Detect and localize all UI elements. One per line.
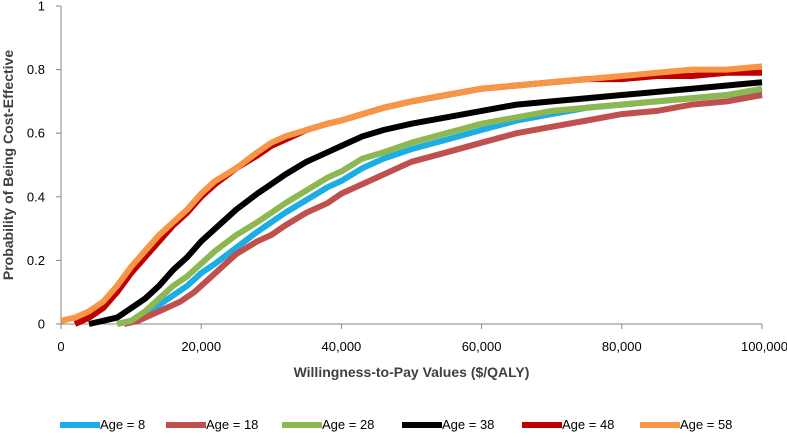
series-line-6 (60, 63, 763, 324)
y-tick-label: 0 (38, 317, 45, 332)
legend-label: Age = 48 (562, 417, 614, 432)
x-tick-label: 100,000 (741, 339, 787, 354)
series-lines (60, 63, 763, 327)
plot-area (60, 6, 762, 325)
legend-label: Age = 38 (442, 417, 494, 432)
y-tick-label: 0.8 (27, 62, 45, 77)
y-tick-label: 0.2 (27, 253, 45, 268)
y-tick-label: 1 (38, 0, 45, 14)
legend-label: Age = 18 (206, 417, 258, 432)
x-axis-ticks: 0 20,000 40,000 60,000 80,000 100,000 (57, 324, 787, 354)
series-line-1 (116, 88, 763, 327)
series-line-2 (123, 92, 763, 327)
x-tick-label: 20,000 (181, 339, 221, 354)
legend-label: Age = 28 (322, 417, 374, 432)
x-tick-label: 60,000 (462, 339, 502, 354)
series-line-3 (116, 85, 763, 327)
x-tick-label: 0 (57, 339, 64, 354)
x-axis-title: Willingness-to-Pay Values ($/QALY) (294, 364, 530, 380)
x-tick-label: 80,000 (602, 339, 642, 354)
y-axis-ticks: 0 0.2 0.4 0.6 0.8 1 (27, 0, 61, 332)
legend-label: Age = 8 (100, 417, 145, 432)
y-tick-label: 0.6 (27, 126, 45, 141)
legend-label: Age = 58 (680, 417, 732, 432)
y-tick-label: 0.4 (27, 189, 45, 204)
series-line-4 (88, 79, 763, 327)
x-tick-label: 40,000 (322, 339, 362, 354)
y-axis-title: Probability of Being Cost-Effective (0, 50, 16, 280)
legend: Age = 8 Age = 18 Age = 28 Age = 38 Age = 48 A… (60, 417, 732, 432)
